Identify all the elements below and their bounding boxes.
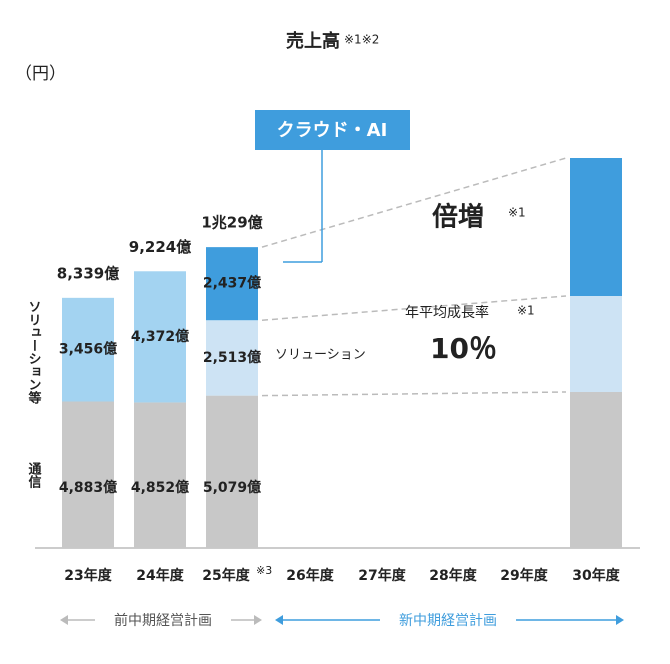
chart-title: 売上高: [286, 30, 340, 52]
period-label: 前中期経営計画: [114, 612, 212, 629]
value-label: 4,883億: [59, 479, 117, 496]
x-tick-label: 27年度: [358, 567, 406, 584]
unit-label: （円）: [15, 64, 66, 84]
arrow-head: [616, 615, 624, 625]
bar-segment: [570, 158, 622, 296]
bar-segment: [62, 401, 114, 548]
x-tick-note: ※3: [256, 564, 272, 577]
value-label: 4,372億: [131, 328, 189, 345]
annotation-note: ※1: [508, 206, 526, 220]
value-label: 2,513億: [203, 349, 261, 366]
x-tick-label: 29年度: [500, 567, 548, 584]
series-label: 通信: [26, 461, 42, 489]
annotation: 年平均成長率: [405, 304, 489, 321]
arrow-head: [254, 615, 262, 625]
title-note: ※1※2: [344, 33, 379, 47]
arrow-head: [60, 615, 68, 625]
x-tick-label: 28年度: [429, 567, 477, 584]
connector: [261, 295, 567, 321]
x-tick-label: 23年度: [64, 567, 112, 584]
total-label: 9,224億: [129, 238, 191, 256]
annotation: 10％: [430, 332, 497, 365]
annotation: 倍増: [432, 202, 484, 233]
value-label: 4,852億: [131, 479, 189, 496]
bar-segment: [206, 247, 258, 321]
total-label: 8,339億: [57, 264, 119, 282]
value-label: 5,079億: [203, 479, 261, 496]
bar-segment: [134, 271, 186, 403]
annotation: ソリューション: [275, 348, 366, 363]
annotation-note: ※1: [517, 304, 535, 318]
x-tick-label: 24年度: [136, 567, 184, 584]
bar-segment: [62, 297, 114, 402]
callout-box: [255, 110, 410, 150]
x-tick-label: 30年度: [572, 567, 620, 584]
total-label: 1兆29億: [201, 214, 262, 232]
label-bg: [380, 608, 516, 632]
period-label: 新中期経営計画: [399, 613, 497, 629]
bar-segment: [570, 296, 622, 392]
callout-text: クラウド・AI: [277, 120, 388, 141]
bar-segment: [570, 392, 622, 548]
connector: [261, 391, 567, 397]
x-tick-label: 26年度: [286, 567, 334, 584]
value-label: 3,456億: [59, 341, 117, 358]
connector: [261, 157, 567, 248]
arrow-head: [275, 615, 283, 625]
value-label: 2,437億: [203, 275, 261, 292]
x-tick-label: 25年度: [202, 567, 250, 584]
bar-segment: [134, 402, 186, 548]
bar-segment: [206, 320, 258, 396]
series-label: ソリューション等: [26, 300, 43, 405]
bar-segment: [206, 395, 258, 548]
label-bg: [95, 608, 231, 632]
